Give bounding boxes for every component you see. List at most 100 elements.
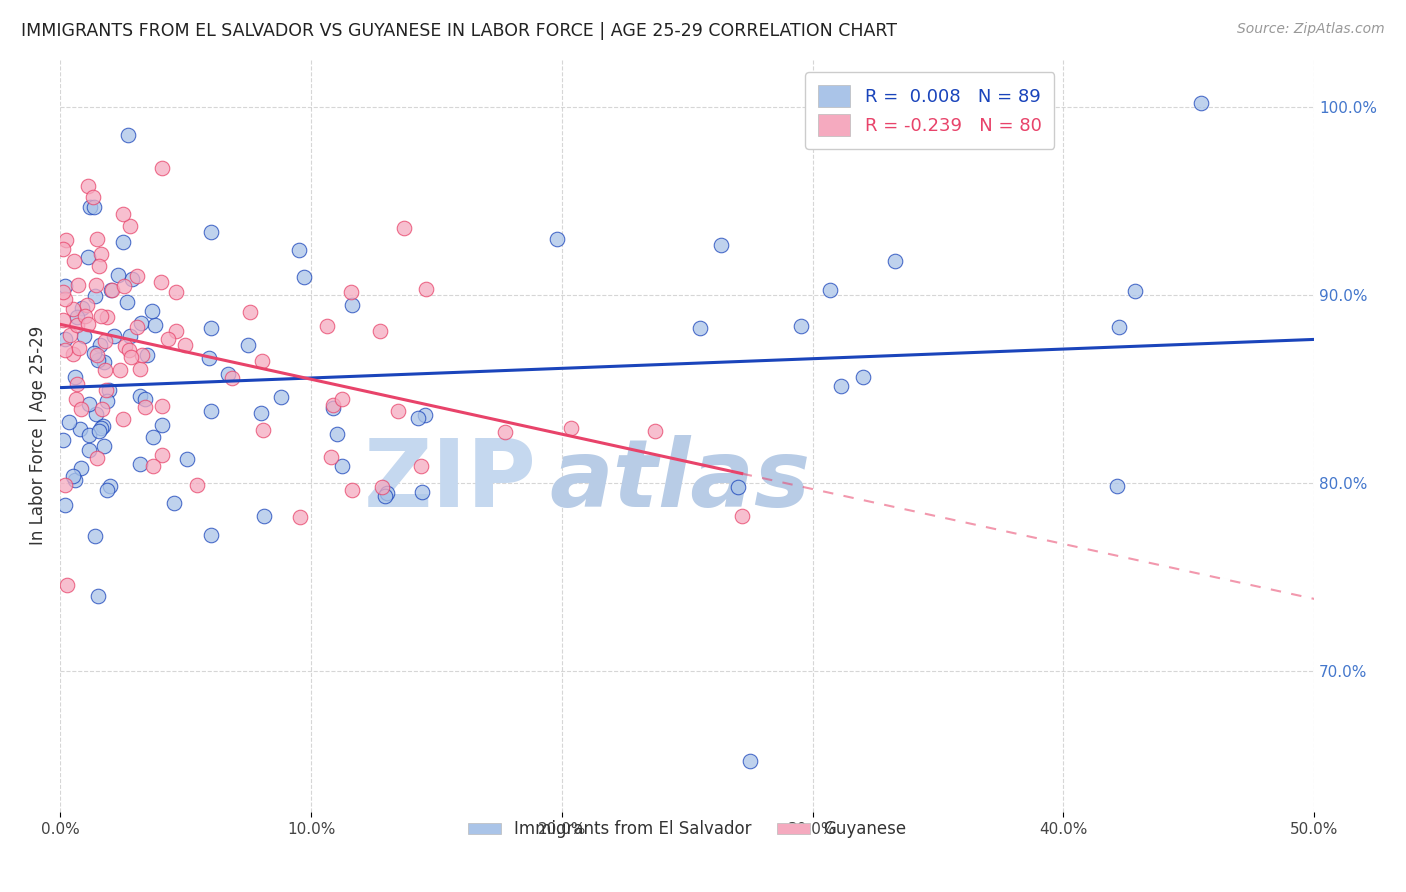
Point (174, 338, 197, 352)
Point (62, 468, 84, 483)
Point (238, 338, 260, 352)
Point (84, 277, 107, 292)
Point (120, 350, 142, 364)
Point (56, 578, 79, 592)
Y-axis label: In Labor Force | Age 25-29: In Labor Force | Age 25-29 (30, 326, 46, 545)
Point (368, 324, 391, 338)
Point (128, 362, 150, 376)
Point (136, 348, 159, 362)
Point (94, 383, 117, 397)
Point (415, 282, 437, 296)
Point (62, 254, 84, 268)
Point (150, 161, 173, 175)
Point (134, 392, 156, 406)
Point (86, 450, 108, 465)
Point (63, 369, 86, 384)
Point (112, 278, 135, 293)
Point (1108, 319, 1130, 334)
Legend: Immigrants from El Salvador, Guyanese: Immigrants from El Salvador, Guyanese (461, 814, 914, 845)
Point (409, 459, 432, 474)
Point (1105, 479, 1128, 493)
Point (142, 430, 165, 444)
Point (330, 458, 353, 473)
Point (87, 353, 110, 368)
Point (79, 200, 101, 214)
Point (66, 376, 89, 391)
Point (789, 318, 811, 333)
Point (59, 328, 82, 343)
Point (79, 442, 101, 457)
Point (77, 397, 100, 411)
Point (62, 347, 84, 361)
Point (53, 332, 76, 346)
Point (73, 329, 96, 343)
Point (326, 427, 349, 442)
Point (883, 254, 905, 268)
Point (141, 304, 163, 318)
Point (727, 480, 749, 494)
Point (83, 201, 105, 215)
Text: IMMIGRANTS FROM EL SALVADOR VS GUYANESE IN LABOR FORCE | AGE 25-29 CORRELATION C: IMMIGRANTS FROM EL SALVADOR VS GUYANESE … (21, 22, 897, 40)
Point (76, 317, 98, 331)
Point (118, 329, 141, 343)
Point (52, 434, 75, 448)
Point (644, 424, 666, 438)
Point (200, 321, 222, 335)
Point (67, 278, 90, 293)
Point (322, 401, 344, 416)
Point (252, 423, 274, 437)
Point (200, 225, 222, 239)
Point (86, 231, 108, 245)
Point (1125, 285, 1147, 299)
Point (83, 289, 105, 303)
Point (67, 341, 90, 355)
Text: ZIP: ZIP (364, 435, 537, 527)
Point (107, 268, 129, 283)
Point (55, 233, 77, 247)
Point (200, 528, 222, 542)
Point (90, 420, 112, 434)
Point (852, 370, 875, 384)
Point (93, 439, 115, 453)
Point (96, 393, 118, 408)
Point (117, 128, 139, 142)
Point (76, 298, 98, 312)
Point (413, 408, 436, 422)
Point (163, 496, 186, 510)
Point (131, 348, 153, 362)
Point (316, 318, 339, 333)
Point (91, 419, 114, 434)
Point (101, 283, 124, 297)
Point (96, 483, 118, 497)
Point (710, 238, 733, 252)
Point (165, 285, 187, 300)
Point (53, 343, 76, 358)
Point (142, 459, 165, 474)
Point (411, 485, 433, 500)
Point (83, 346, 105, 360)
Point (129, 316, 152, 330)
Point (53, 278, 76, 293)
Point (408, 411, 430, 425)
Point (375, 486, 398, 500)
Point (1189, 95, 1212, 110)
Point (288, 243, 311, 257)
Point (250, 406, 273, 420)
Point (69, 422, 91, 436)
Point (149, 276, 172, 290)
Point (292, 269, 315, 284)
Point (217, 367, 239, 381)
Point (176, 451, 198, 466)
Point (252, 353, 274, 368)
Point (197, 351, 219, 365)
Point (392, 221, 415, 235)
Point (546, 232, 568, 246)
Point (87, 424, 110, 438)
Point (73, 310, 96, 324)
Point (86, 349, 108, 363)
Point (494, 425, 516, 439)
Point (118, 219, 141, 234)
Point (97, 384, 120, 398)
Point (76, 250, 98, 264)
Point (70, 301, 93, 315)
